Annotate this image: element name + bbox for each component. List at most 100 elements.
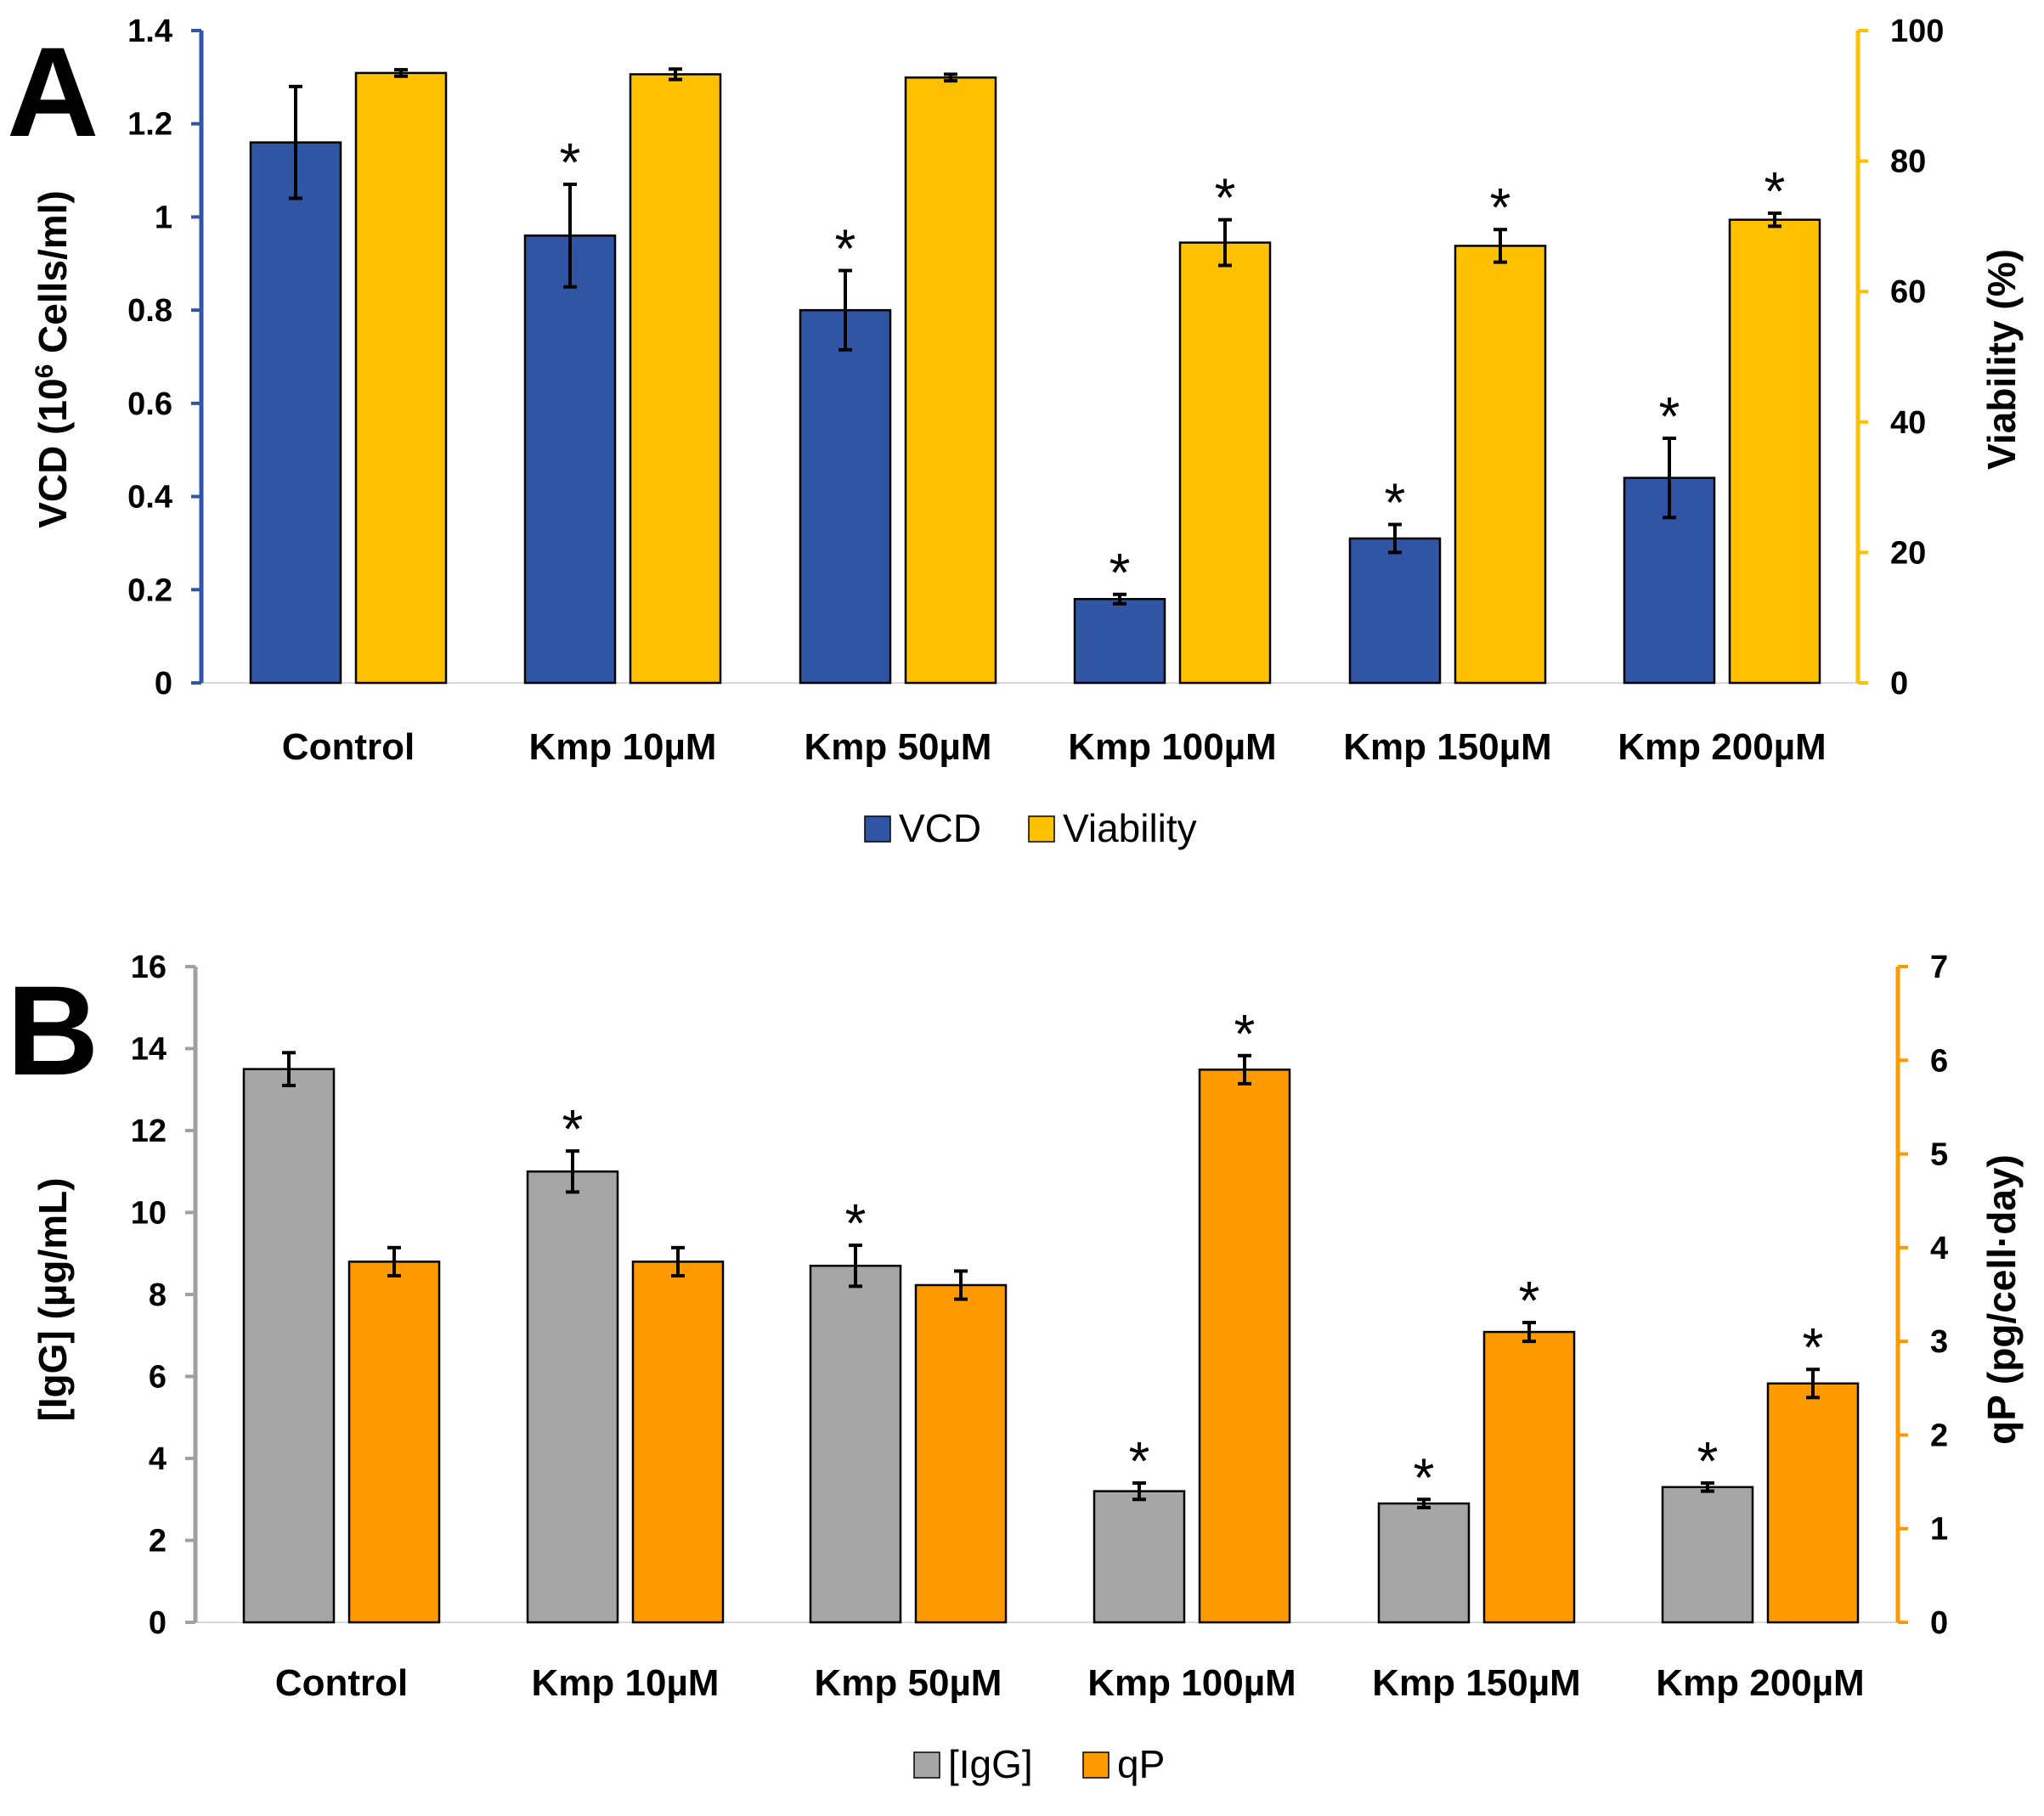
panel-a: A 0 0.2 0.4 0.6 0.8 1 1.2 1.4 0 20 40 60 80 100 * * * * *… <box>7 14 2024 850</box>
panel-b-category-labels: Control Kmp 10µM Kmp 50µM Kmp 100µM Kmp 150µ… <box>275 1662 1865 1704</box>
bar <box>523 234 617 685</box>
legend-label: qP <box>1117 1742 1165 1786</box>
left-tick-label: 0 <box>155 666 172 702</box>
panel-a-bars <box>249 71 1821 685</box>
right-tick-label: 5 <box>1930 1137 1948 1173</box>
left-tick-label: 16 <box>131 950 167 985</box>
left-tick-label: 1.4 <box>127 14 172 49</box>
panel-b-error-bars <box>282 1051 1820 1509</box>
bar <box>1766 1382 1860 1624</box>
right-tick-label: 0 <box>1930 1605 1948 1641</box>
panel-b-legend: [IgG] qP <box>913 1742 1165 1786</box>
legend-swatch <box>1028 815 1055 843</box>
bar <box>1093 1490 1186 1624</box>
bar <box>1454 245 1547 685</box>
category-label: Kmp 10µM <box>532 1662 720 1704</box>
significance-star: * <box>1697 1430 1719 1492</box>
left-tick-label: 0.2 <box>127 572 172 608</box>
category-label: Kmp 10µM <box>529 726 717 768</box>
right-tick-label: 100 <box>1890 14 1944 49</box>
bar <box>904 76 997 685</box>
significance-star: * <box>1490 177 1511 238</box>
bar <box>799 308 892 685</box>
legend-swatch <box>913 1751 940 1779</box>
significance-star: * <box>1110 542 1131 603</box>
bar <box>809 1264 902 1624</box>
significance-star: * <box>1234 1003 1256 1064</box>
left-tick-label: 0.4 <box>127 480 172 516</box>
superscript: 6 <box>31 364 59 379</box>
significance-star: * <box>835 218 856 279</box>
panel-b-right-axis-title: qP (pg/cell·day) <box>1979 1154 2024 1445</box>
category-label: Kmp 150µM <box>1372 1662 1580 1704</box>
right-tick-label: 0 <box>1890 666 1908 702</box>
legend-label: [IgG] <box>948 1742 1033 1786</box>
right-tick-label: 80 <box>1890 144 1926 180</box>
significance-star: * <box>1129 1430 1150 1492</box>
right-tick-label: 60 <box>1890 274 1926 310</box>
significance-star: * <box>1659 386 1680 447</box>
bar <box>249 141 342 685</box>
right-tick-label: 40 <box>1890 405 1926 441</box>
left-tick-label: 14 <box>131 1032 167 1068</box>
significance-star: * <box>1414 1447 1435 1508</box>
category-label: Kmp 200µM <box>1656 1662 1864 1704</box>
right-tick-label: 3 <box>1930 1324 1948 1360</box>
left-tick-label: 0.8 <box>127 293 172 329</box>
category-label: Kmp 50µM <box>815 1662 1002 1704</box>
panel-a-category-labels: Control Kmp 10µM Kmp 50µM Kmp 100µM Kmp 150µ… <box>282 726 1827 768</box>
panel-a-left-axis-title: VCD (106 Cells/ml) <box>31 190 75 528</box>
right-tick-label: 4 <box>1930 1231 1948 1266</box>
category-label: Kmp 200µM <box>1618 726 1826 768</box>
right-tick-label: 20 <box>1890 535 1926 571</box>
legend-label: VCD <box>899 806 981 850</box>
category-label: Kmp 100µM <box>1068 726 1276 768</box>
left-tick-label: 1.2 <box>127 107 172 143</box>
right-tick-label: 6 <box>1930 1043 1948 1079</box>
significance-star: * <box>1803 1317 1824 1378</box>
bar <box>1073 598 1166 685</box>
left-tick-label: 2 <box>149 1524 167 1559</box>
panel-b-left-axis-title: [IgG] (µg/mL) <box>31 1177 75 1421</box>
bar <box>1198 1069 1291 1624</box>
panel-b-label: B <box>7 959 99 1102</box>
bar <box>347 1260 441 1624</box>
right-tick-label: 1 <box>1930 1512 1948 1548</box>
legend-swatch <box>1082 1751 1110 1779</box>
left-tick-label: 8 <box>149 1277 167 1313</box>
significance-star: * <box>845 1193 867 1254</box>
left-tick-label: 0 <box>149 1605 167 1641</box>
significance-star: * <box>562 1098 584 1159</box>
significance-star: * <box>560 132 581 193</box>
bar <box>1728 218 1821 685</box>
panel-b-axes <box>193 967 1900 1623</box>
category-label: Kmp 50µM <box>805 726 992 768</box>
right-tick-label: 7 <box>1930 950 1948 985</box>
bar <box>629 73 722 685</box>
panel-a-axes <box>199 31 1860 684</box>
category-label: Kmp 100µM <box>1087 1662 1296 1704</box>
left-tick-label: 1 <box>155 200 172 235</box>
panel-a-legend: VCD Viability <box>864 806 1197 850</box>
bar <box>1482 1330 1576 1624</box>
significance-star: * <box>1765 161 1786 222</box>
legend-label: Viability <box>1063 806 1197 850</box>
panel-a-significance-markers: * * * * * * * * <box>560 132 1786 603</box>
panel-a-right-axis-title: Viability (%) <box>1979 249 2024 470</box>
left-tick-label: 0.6 <box>127 386 172 422</box>
panel-a-error-bars <box>289 67 1781 606</box>
bar <box>631 1260 725 1624</box>
bar <box>1377 1502 1471 1624</box>
legend-swatch <box>864 815 891 843</box>
category-label: Kmp 150µM <box>1343 726 1551 768</box>
significance-star: * <box>1519 1270 1540 1331</box>
bar <box>1178 241 1272 685</box>
bar <box>914 1283 1008 1624</box>
panel-a-label: A <box>7 20 99 163</box>
bar <box>526 1170 619 1624</box>
bar <box>1661 1486 1754 1624</box>
left-tick-label: 4 <box>149 1441 167 1477</box>
left-tick-label: 6 <box>149 1360 167 1396</box>
